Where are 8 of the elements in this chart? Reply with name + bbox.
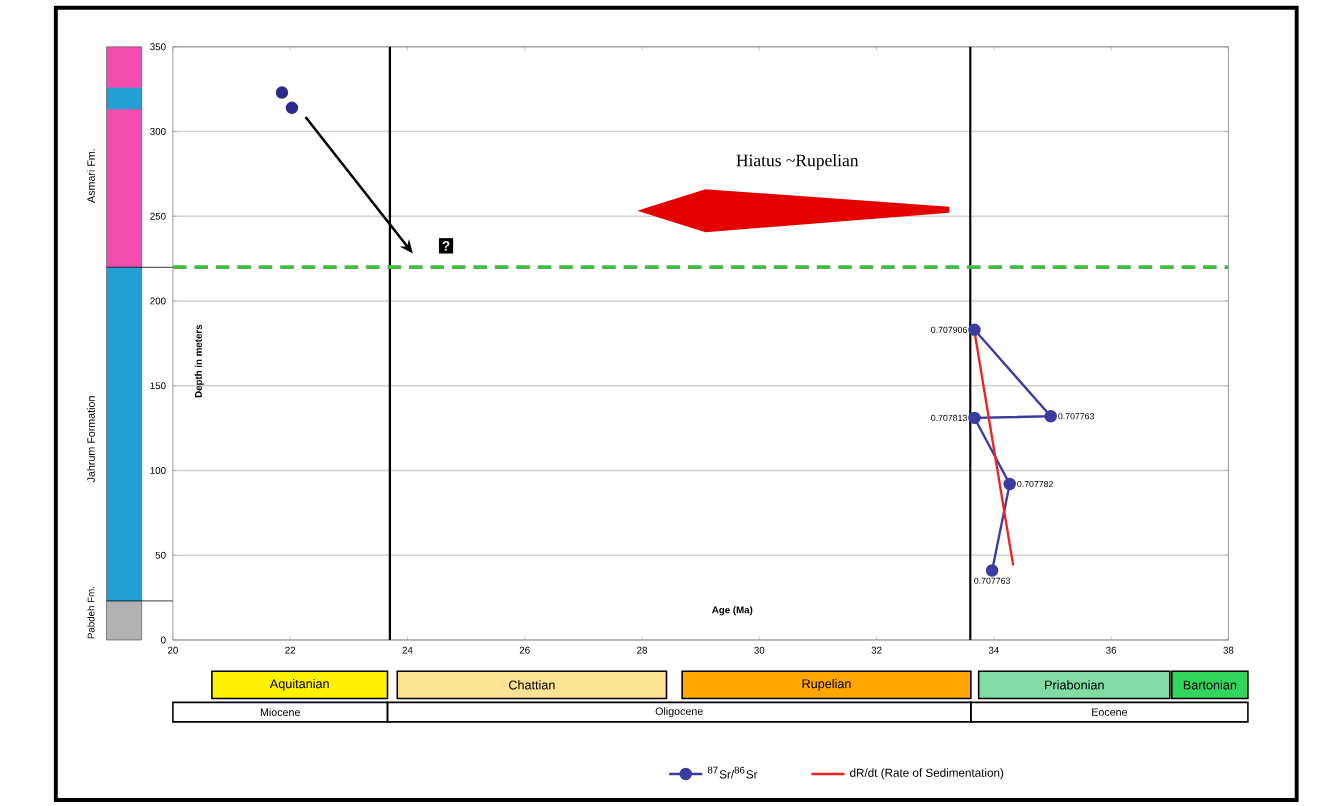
point — [285, 101, 299, 115]
point — [1003, 477, 1016, 491]
annotation: Hiatus ~Rupelian — [736, 154, 859, 170]
point — [968, 323, 981, 337]
point — [968, 411, 981, 425]
point — [985, 564, 999, 577]
point — [1044, 410, 1057, 423]
point — [275, 86, 289, 99]
